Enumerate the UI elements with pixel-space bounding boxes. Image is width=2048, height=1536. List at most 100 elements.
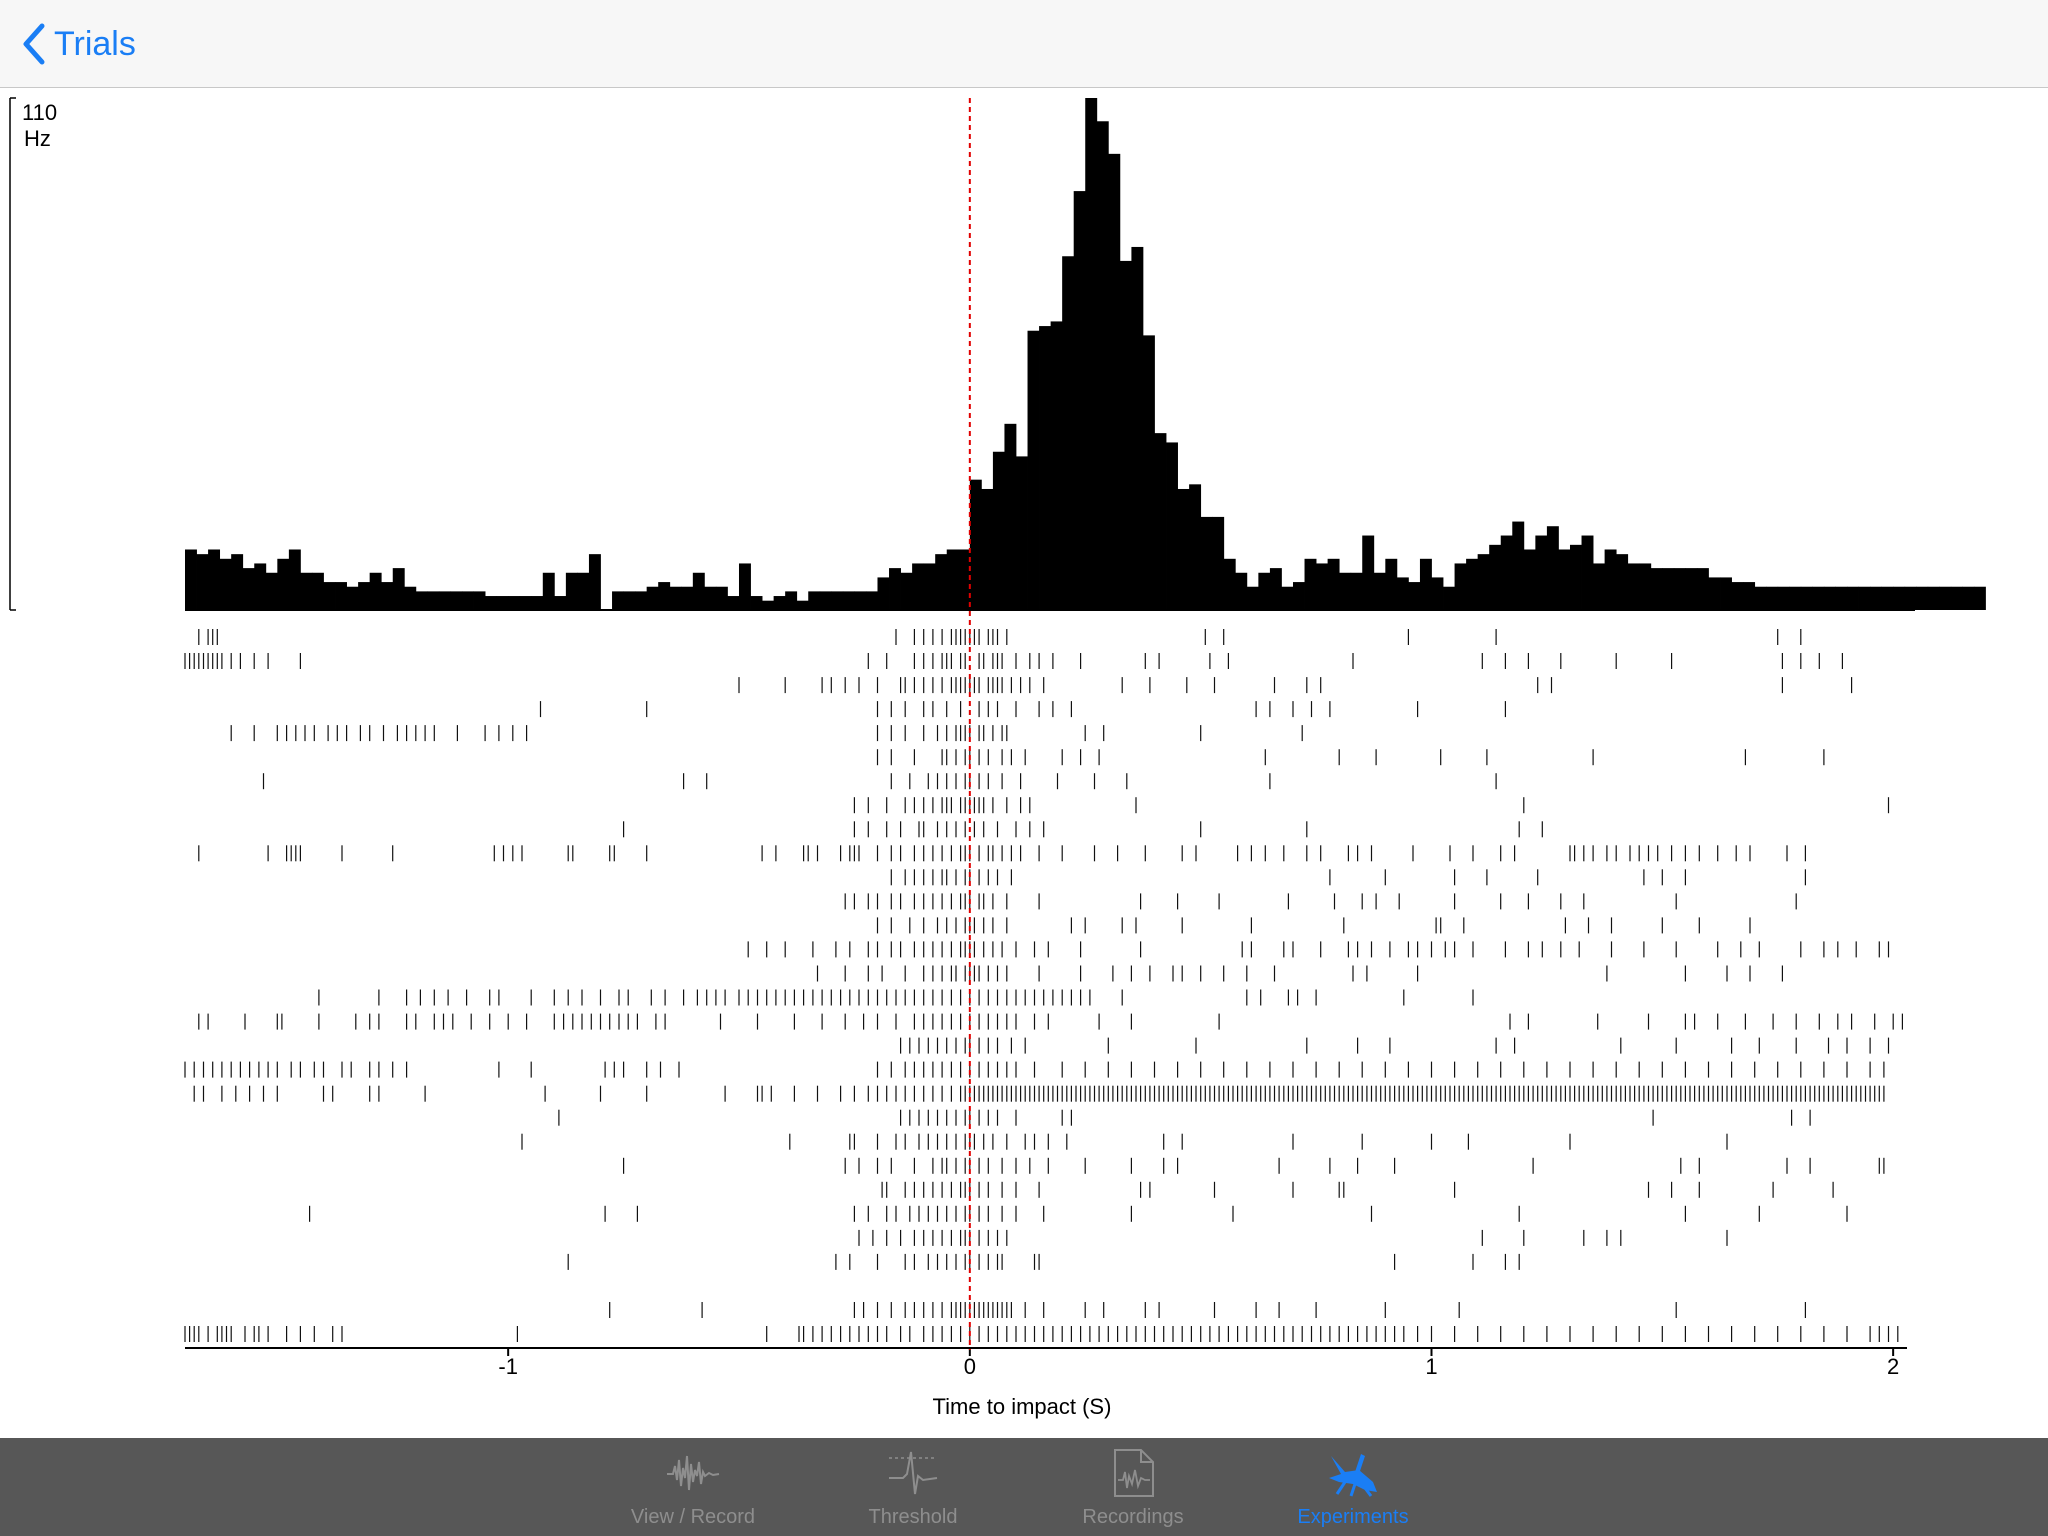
histogram-bar	[1627, 563, 1640, 610]
histogram-bar	[1431, 577, 1444, 610]
histogram-bar	[750, 596, 763, 610]
spike-raster	[184, 629, 1904, 1342]
histogram-bar	[1373, 572, 1386, 610]
histogram-bar	[1720, 577, 1732, 610]
histogram-bar	[242, 568, 255, 610]
histogram-bar	[1269, 568, 1282, 610]
histogram-bar	[1119, 260, 1132, 610]
histogram-bar	[1212, 516, 1225, 610]
tab-label: Recordings	[1082, 1506, 1184, 1528]
raster-trial	[876, 749, 1825, 766]
histogram-bar	[1823, 586, 1836, 610]
histogram-bar	[358, 582, 371, 610]
histogram-bar	[831, 591, 844, 610]
histogram-bar	[1362, 535, 1375, 610]
histogram-bar	[1800, 586, 1813, 610]
chevron-left-icon	[23, 23, 45, 65]
raster-trial	[899, 1037, 1890, 1054]
histogram-bar	[1489, 544, 1502, 610]
tab-label: View / Record	[630, 1506, 756, 1528]
x-tick-label: 1	[1425, 1354, 1437, 1379]
raster-trial	[184, 653, 1844, 669]
histogram-bar	[1050, 321, 1063, 610]
histogram-bar	[1454, 563, 1467, 610]
histogram-bar	[612, 591, 624, 610]
histogram-bar	[565, 572, 578, 610]
histogram-bar	[1616, 554, 1629, 610]
histogram-bar	[1766, 586, 1779, 610]
tab-view-record[interactable]: View / Record	[603, 1438, 783, 1536]
histogram-bar	[981, 488, 994, 610]
histogram-bar	[1569, 544, 1582, 610]
histogram-bar	[842, 591, 855, 610]
histogram-bar	[427, 591, 440, 610]
histogram-bar	[715, 586, 728, 610]
raster-trial	[622, 821, 1543, 838]
histogram-bar	[1304, 558, 1317, 610]
histogram-bar	[335, 582, 347, 610]
histogram-bar	[785, 591, 798, 610]
histogram-bar	[1558, 549, 1571, 610]
histogram-bar	[1292, 582, 1305, 610]
raster-trial	[881, 1181, 1834, 1198]
histogram-bar	[369, 572, 382, 610]
histogram-bar	[762, 600, 775, 610]
raster-trial	[747, 941, 1890, 958]
histogram-bar	[1593, 563, 1606, 610]
histogram-bar	[1904, 586, 1917, 610]
histogram-bar	[554, 596, 567, 610]
histogram-bar	[1870, 586, 1883, 610]
tab-bar: View / Record Threshold Recordings Exper…	[0, 1438, 2048, 1536]
y-max-label: 110	[22, 100, 57, 125]
raster-trial	[853, 797, 1890, 814]
x-tick-label: 0	[964, 1354, 976, 1379]
back-button-label: Trials	[54, 24, 136, 63]
raster-trial	[844, 893, 1797, 910]
histogram-bar	[588, 554, 601, 610]
histogram-bar	[1696, 568, 1709, 610]
histogram-bar	[1777, 586, 1790, 610]
back-button[interactable]: Trials	[20, 18, 136, 70]
histogram-bar	[1281, 586, 1294, 610]
raster-trial	[609, 1302, 1807, 1318]
histogram-bar	[727, 596, 740, 610]
document-waveform-icon	[1114, 1449, 1154, 1497]
histogram-bar	[865, 591, 878, 610]
histogram-bar	[1950, 586, 1963, 610]
raster-trial	[230, 725, 1303, 742]
histogram-bar	[1604, 549, 1617, 610]
histogram-bar	[1973, 586, 1986, 610]
histogram-bar	[1512, 521, 1525, 610]
tab-label: Threshold	[868, 1506, 958, 1528]
histogram-bar	[669, 586, 682, 610]
histogram-bar	[900, 572, 913, 610]
tab-experiments[interactable]: Experiments	[1263, 1438, 1443, 1536]
histogram-bar	[889, 568, 901, 610]
psth-raster-chart: 110 Hz -1 0 1 2 Time to impact (S)	[9, 97, 1986, 1419]
histogram-bar	[462, 591, 474, 610]
histogram-bar	[1027, 330, 1040, 610]
raster-trial	[198, 845, 1807, 862]
histogram-bar	[265, 572, 278, 610]
histogram-bar	[1166, 442, 1178, 610]
tab-recordings[interactable]: Recordings	[1043, 1438, 1223, 1536]
histogram-bar	[185, 549, 197, 610]
histogram-bar	[1789, 586, 1802, 610]
histogram-bar	[1962, 586, 1975, 610]
histogram-bar	[323, 582, 336, 610]
histogram-bar	[646, 586, 659, 610]
x-tick-label: -1	[498, 1354, 518, 1379]
histogram-bar	[877, 577, 890, 610]
tab-label: Experiments	[1297, 1506, 1409, 1528]
histogram-bar	[1443, 586, 1455, 610]
histogram-bar	[1650, 568, 1663, 610]
histogram-bar	[1039, 326, 1052, 610]
histogram-bar	[1015, 456, 1028, 610]
histogram-bar	[1466, 558, 1479, 610]
histogram-bar	[1385, 558, 1398, 610]
x-axis: -1 0 1 2	[185, 1347, 1907, 1379]
histogram-bar	[415, 591, 428, 610]
histogram-bar	[1108, 153, 1121, 610]
histogram-bar	[1662, 568, 1675, 610]
tab-threshold[interactable]: Threshold	[823, 1438, 1003, 1536]
